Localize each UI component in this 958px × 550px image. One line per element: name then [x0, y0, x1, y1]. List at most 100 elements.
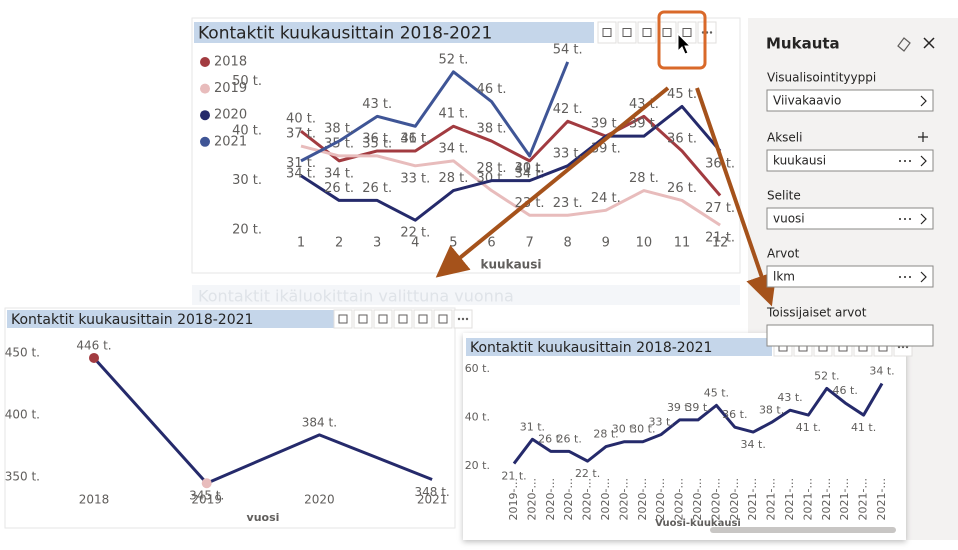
x-tick-label: 2020-...	[673, 478, 686, 520]
data-label: 36 t.	[362, 131, 392, 146]
legend-label: 2020	[214, 108, 247, 123]
data-label: 28 t.	[593, 428, 618, 441]
x-tick-label: 2019-...	[507, 478, 520, 520]
visual-card[interactable]	[4, 307, 456, 529]
data-label: 36 t.	[722, 408, 747, 421]
x-tick-label: 2020-...	[599, 478, 612, 520]
chevron[interactable]	[920, 95, 927, 107]
legend-label: 2018	[214, 55, 247, 70]
toolbar-button[interactable]	[333, 309, 353, 329]
data-label: 39 t.	[591, 117, 621, 132]
data-label: 35 t.	[324, 136, 354, 151]
data-label: 384 t.	[302, 415, 337, 429]
data-label: 46 t.	[833, 384, 858, 397]
toolbar-button[interactable]	[637, 21, 657, 44]
series-line	[300, 144, 721, 227]
toolbar-button[interactable]	[373, 309, 393, 329]
more-dot	[465, 317, 469, 321]
field-box[interactable]	[766, 149, 934, 172]
series-line	[300, 114, 722, 197]
toolbar-button[interactable]	[617, 21, 637, 44]
eraser-icon[interactable]	[897, 37, 911, 52]
chart-title: Kontaktit kuukausittain 2018-2021	[11, 312, 253, 328]
data-label: 26 t.	[557, 432, 582, 445]
toolbar-icon	[622, 28, 632, 37]
toolbar-button[interactable]	[597, 21, 617, 44]
more-dot	[909, 276, 911, 278]
data-label: 38 t.	[759, 403, 784, 416]
data-label: 39 t.	[685, 401, 710, 414]
toolbar-button[interactable]	[353, 309, 373, 329]
more-dot	[899, 160, 901, 162]
data-label: 36 t.	[667, 131, 697, 146]
field-value: lkm	[773, 270, 795, 284]
x-tick-label: 2018	[79, 493, 110, 507]
y-tick-label: 40 t.	[465, 410, 490, 423]
data-label: 36 t.	[400, 131, 430, 146]
x-tick-label: 2020-...	[709, 478, 722, 520]
x-tick-label: 12	[712, 236, 729, 251]
x-tick-label: 10	[636, 236, 653, 251]
chevron[interactable]	[920, 155, 927, 167]
x-tick-label: 2021-...	[746, 478, 759, 520]
more-dot	[904, 160, 906, 162]
x-tick-label: 2021-...	[875, 478, 888, 520]
toolbar-icon	[358, 314, 368, 324]
more-dot	[904, 218, 906, 220]
toolbar-button[interactable]	[433, 309, 453, 329]
visual-card[interactable]	[191, 17, 741, 274]
field-label: Visualisointityyppi	[767, 71, 876, 85]
field-box[interactable]	[766, 89, 934, 112]
toolbar-button[interactable]	[393, 309, 413, 329]
chevron[interactable]	[920, 213, 927, 225]
toolbar-button[interactable]	[657, 21, 677, 44]
toolbar-button[interactable]	[413, 309, 433, 329]
data-label: 26 t.	[538, 432, 563, 445]
x-tick-label: 7	[525, 236, 533, 251]
field-box[interactable]	[766, 265, 934, 288]
data-label: 22 t.	[400, 226, 430, 241]
visual-card[interactable]	[463, 333, 906, 540]
toolbar-icon	[378, 314, 388, 324]
chevron[interactable]	[920, 271, 927, 283]
data-label: 33 t.	[649, 415, 674, 428]
toolbar-icon	[662, 28, 672, 37]
data-label: 34 t.	[438, 141, 468, 156]
x-tick-label: 2021-...	[783, 478, 796, 520]
add-icon[interactable]	[918, 132, 928, 142]
data-label: 30 t.	[612, 423, 637, 436]
more-dot	[904, 276, 906, 278]
y-tick-label: 20 t.	[465, 459, 490, 472]
x-tick-label: 2020-...	[617, 478, 630, 520]
data-label: 34 t.	[286, 166, 316, 181]
x-tick-label: 2021	[417, 493, 448, 507]
x-tick-label: 2020	[304, 493, 335, 507]
field-box[interactable]	[766, 207, 934, 230]
x-tick-label: 2020-...	[562, 478, 575, 520]
y-tick-label: 350 t.	[5, 470, 40, 484]
data-label: 33 t.	[400, 171, 430, 186]
y-tick-label: 30 t.	[232, 173, 262, 188]
data-label: 34 t.	[741, 438, 766, 451]
data-label: 36 t.	[705, 156, 735, 171]
scrollbar[interactable]	[710, 527, 896, 533]
data-label: 45 t.	[667, 87, 697, 102]
data-label: 43 t.	[362, 97, 392, 112]
close-icon[interactable]	[923, 37, 935, 49]
data-label: 28 t.	[438, 171, 468, 186]
x-tick-label: 2020-...	[728, 478, 741, 520]
y-tick-label: 20 t.	[232, 223, 262, 238]
field-label: Toissijaiset arvot	[766, 306, 867, 320]
data-label: 37 t.	[286, 127, 316, 142]
x-tick-label: 9	[602, 236, 610, 251]
data-label: 30 t.	[630, 423, 655, 436]
field-label: Akseli	[767, 131, 802, 145]
panel-title: Mukauta	[766, 35, 840, 53]
toolbar-icon	[338, 314, 348, 324]
data-label: 35 t.	[362, 136, 392, 151]
title-bar	[194, 22, 594, 43]
field-box[interactable]	[766, 324, 934, 347]
data-label: 345 t.	[189, 489, 224, 503]
legend-swatch	[200, 136, 210, 147]
more-dot	[909, 218, 911, 220]
